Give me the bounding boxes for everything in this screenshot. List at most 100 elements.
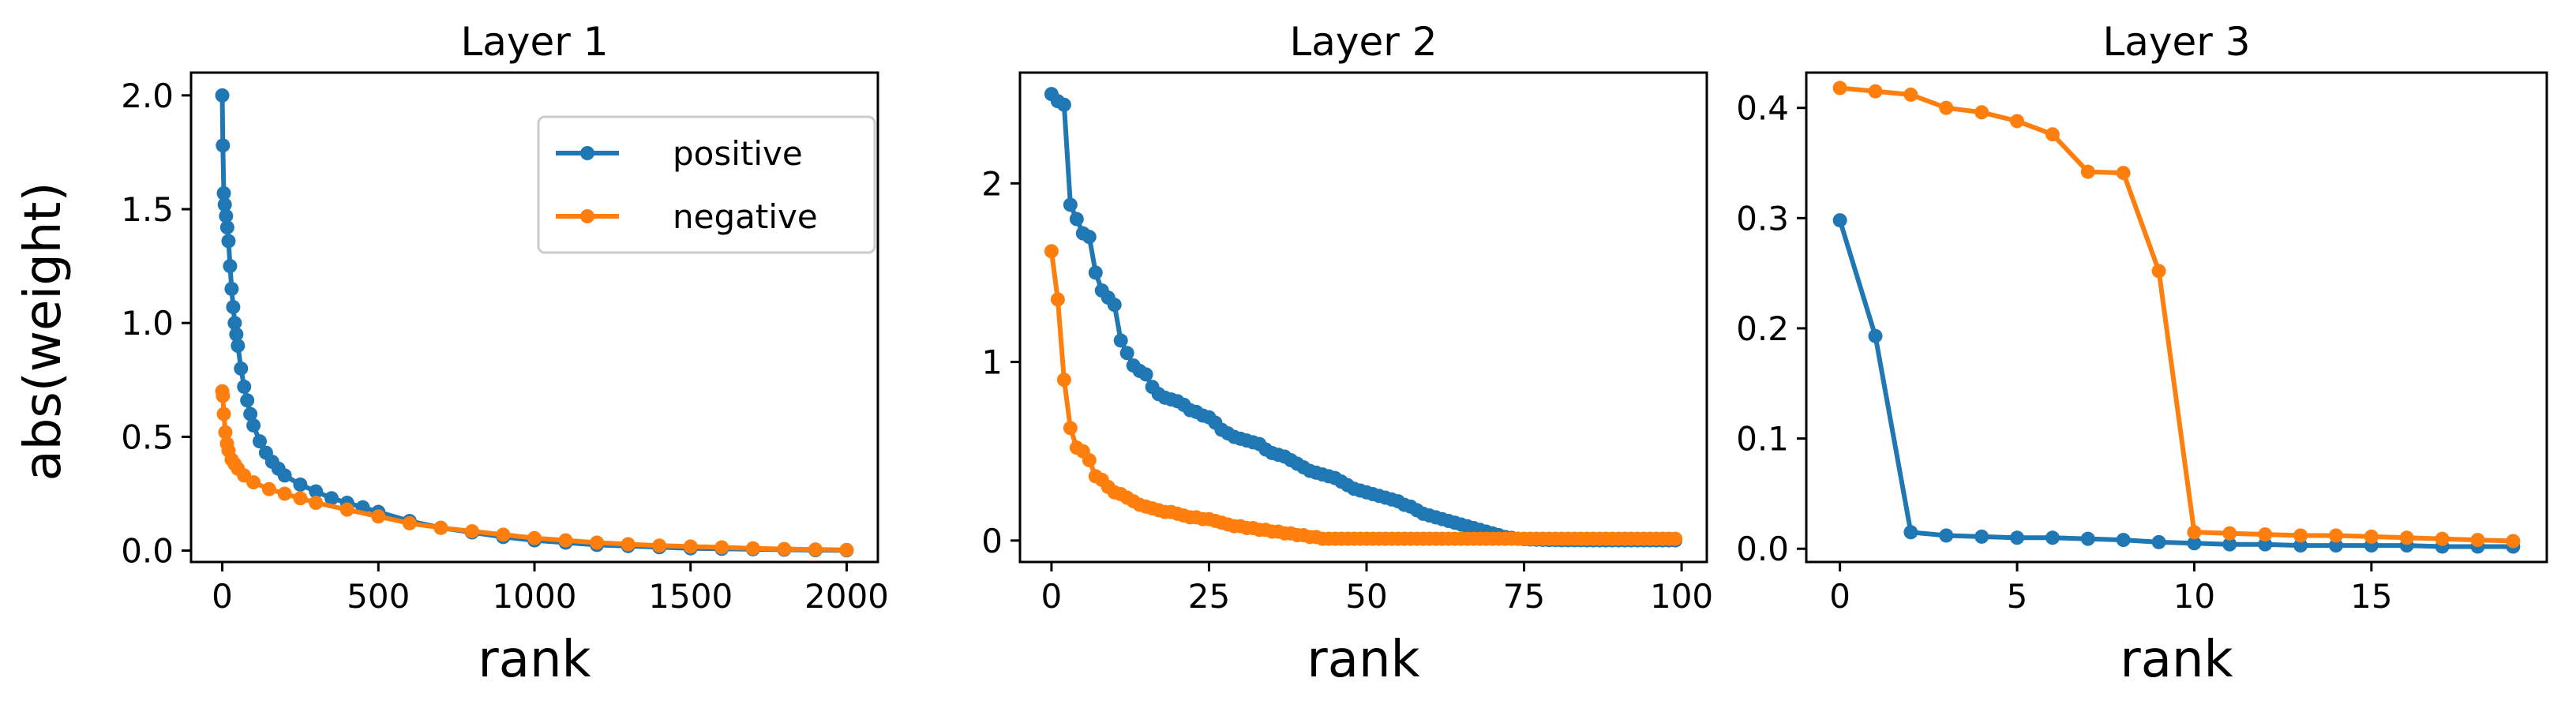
y-tick-label: 0	[981, 522, 1003, 560]
data-point-negative	[1974, 105, 1989, 120]
data-point-negative	[2470, 533, 2485, 548]
data-point-negative	[683, 539, 698, 554]
plot-frame	[1805, 71, 2548, 564]
data-point-negative	[1868, 84, 1883, 99]
data-point-negative	[339, 502, 354, 517]
data-point-negative	[1050, 292, 1065, 307]
data-point-positive	[215, 88, 230, 103]
panel-title: Layer 2	[1289, 19, 1437, 65]
data-point-negative	[839, 542, 854, 557]
data-point-negative	[1082, 453, 1097, 468]
x-axis-label: rank	[2120, 631, 2233, 689]
data-point-positive	[226, 300, 241, 315]
data-point-positive	[2045, 530, 2060, 545]
y-tick-label: 0.1	[1736, 420, 1789, 459]
data-point-negative	[433, 520, 448, 535]
legend-marker-negative	[580, 209, 594, 223]
data-point-positive	[324, 491, 339, 506]
data-point-negative	[777, 541, 792, 556]
x-tick-label: 100	[1650, 577, 1713, 616]
y-tick-label: 1.0	[121, 304, 174, 343]
data-point-negative	[2399, 530, 2414, 545]
data-point-negative	[2187, 525, 2202, 540]
data-point-positive	[277, 468, 292, 483]
data-point-positive	[224, 281, 239, 296]
x-tick-label: 0	[1041, 577, 1063, 616]
legend-marker-positive	[580, 146, 594, 160]
x-axis-label: rank	[1307, 631, 1419, 689]
data-point-negative	[293, 491, 308, 506]
data-point-negative	[309, 496, 324, 511]
data-point-positive	[243, 406, 258, 421]
data-point-positive	[221, 234, 236, 249]
data-point-negative	[218, 425, 233, 440]
data-point-positive	[1063, 197, 1078, 212]
series-line-positive	[1837, 219, 2514, 549]
data-point-negative	[2506, 534, 2521, 549]
data-point-positive	[2080, 531, 2095, 546]
data-point-positive	[2151, 534, 2166, 549]
data-point-positive	[237, 379, 252, 394]
data-point-positive	[1113, 333, 1128, 348]
y-axis-label: abs(weight)	[14, 182, 73, 481]
data-point-positive	[2258, 537, 2273, 552]
data-point-positive	[2116, 533, 2131, 548]
data-point-positive	[216, 185, 231, 200]
data-point-negative	[216, 388, 231, 403]
panel-layer-2: Layer 2 0 25 50 75 100 0 1 2 rank	[981, 19, 1713, 689]
y-tick-label: 0.2	[1736, 309, 1789, 348]
data-point-positive	[217, 197, 232, 212]
y-tick-label: 2	[981, 164, 1003, 203]
data-point-negative	[2222, 526, 2237, 541]
data-point-positive	[2328, 538, 2343, 553]
data-point-negative	[402, 515, 417, 530]
data-point-negative	[1668, 531, 1683, 546]
data-point-negative	[808, 542, 823, 557]
data-point-negative	[527, 530, 542, 545]
data-point-positive	[223, 259, 238, 274]
x-tick-label: 0	[212, 577, 233, 616]
data-point-negative	[1832, 81, 1847, 96]
data-point-positive	[219, 208, 234, 223]
data-point-positive	[1138, 367, 1153, 382]
x-tick-label: 500	[347, 577, 410, 616]
data-point-positive	[2293, 538, 2308, 553]
y-tick-label: 2.0	[121, 77, 174, 115]
data-point-negative	[2364, 529, 2379, 544]
data-point-negative	[2258, 527, 2273, 542]
data-point-negative	[371, 509, 386, 524]
series-line-negative	[1839, 85, 2514, 544]
data-point-negative	[745, 541, 760, 556]
data-point-negative	[2010, 114, 2025, 129]
y-tick-label: 0.4	[1736, 89, 1789, 128]
plot-frame	[189, 71, 879, 564]
data-point-positive	[227, 316, 242, 331]
data-point-negative	[261, 481, 276, 496]
data-point-negative	[652, 538, 667, 553]
data-point-negative	[2151, 264, 2166, 279]
data-point-positive	[231, 339, 246, 354]
x-tick-label: 10	[2173, 577, 2215, 616]
data-point-positive	[1939, 528, 1954, 543]
data-point-negative	[1044, 244, 1059, 259]
x-tick-label: 1000	[493, 577, 577, 616]
data-point-negative	[621, 537, 636, 552]
data-point-negative	[2328, 528, 2343, 543]
x-axis-label: rank	[478, 631, 591, 689]
series-line-negative	[219, 391, 847, 553]
data-point-negative	[216, 406, 231, 421]
data-point-positive	[309, 484, 324, 499]
data-point-positive	[1056, 97, 1071, 112]
y-tick-label: 0.0	[121, 532, 174, 571]
y-tick-label: 1	[981, 343, 1003, 382]
data-point-positive	[246, 418, 261, 433]
x-tick-label: 2000	[804, 577, 889, 616]
panel-title: Layer 3	[2102, 19, 2250, 65]
panel-title: Layer 1	[460, 19, 608, 65]
data-point-positive	[1832, 213, 1847, 228]
y-tick-label: 0.5	[121, 418, 174, 456]
panel-layer-3: Layer 3 0 5 10 15 0.0 0.1 0.2 0.3 0.4 rank	[1736, 19, 2548, 689]
data-point-positive	[234, 361, 249, 376]
x-tick-label: 75	[1503, 577, 1545, 616]
data-point-negative	[2293, 528, 2308, 543]
